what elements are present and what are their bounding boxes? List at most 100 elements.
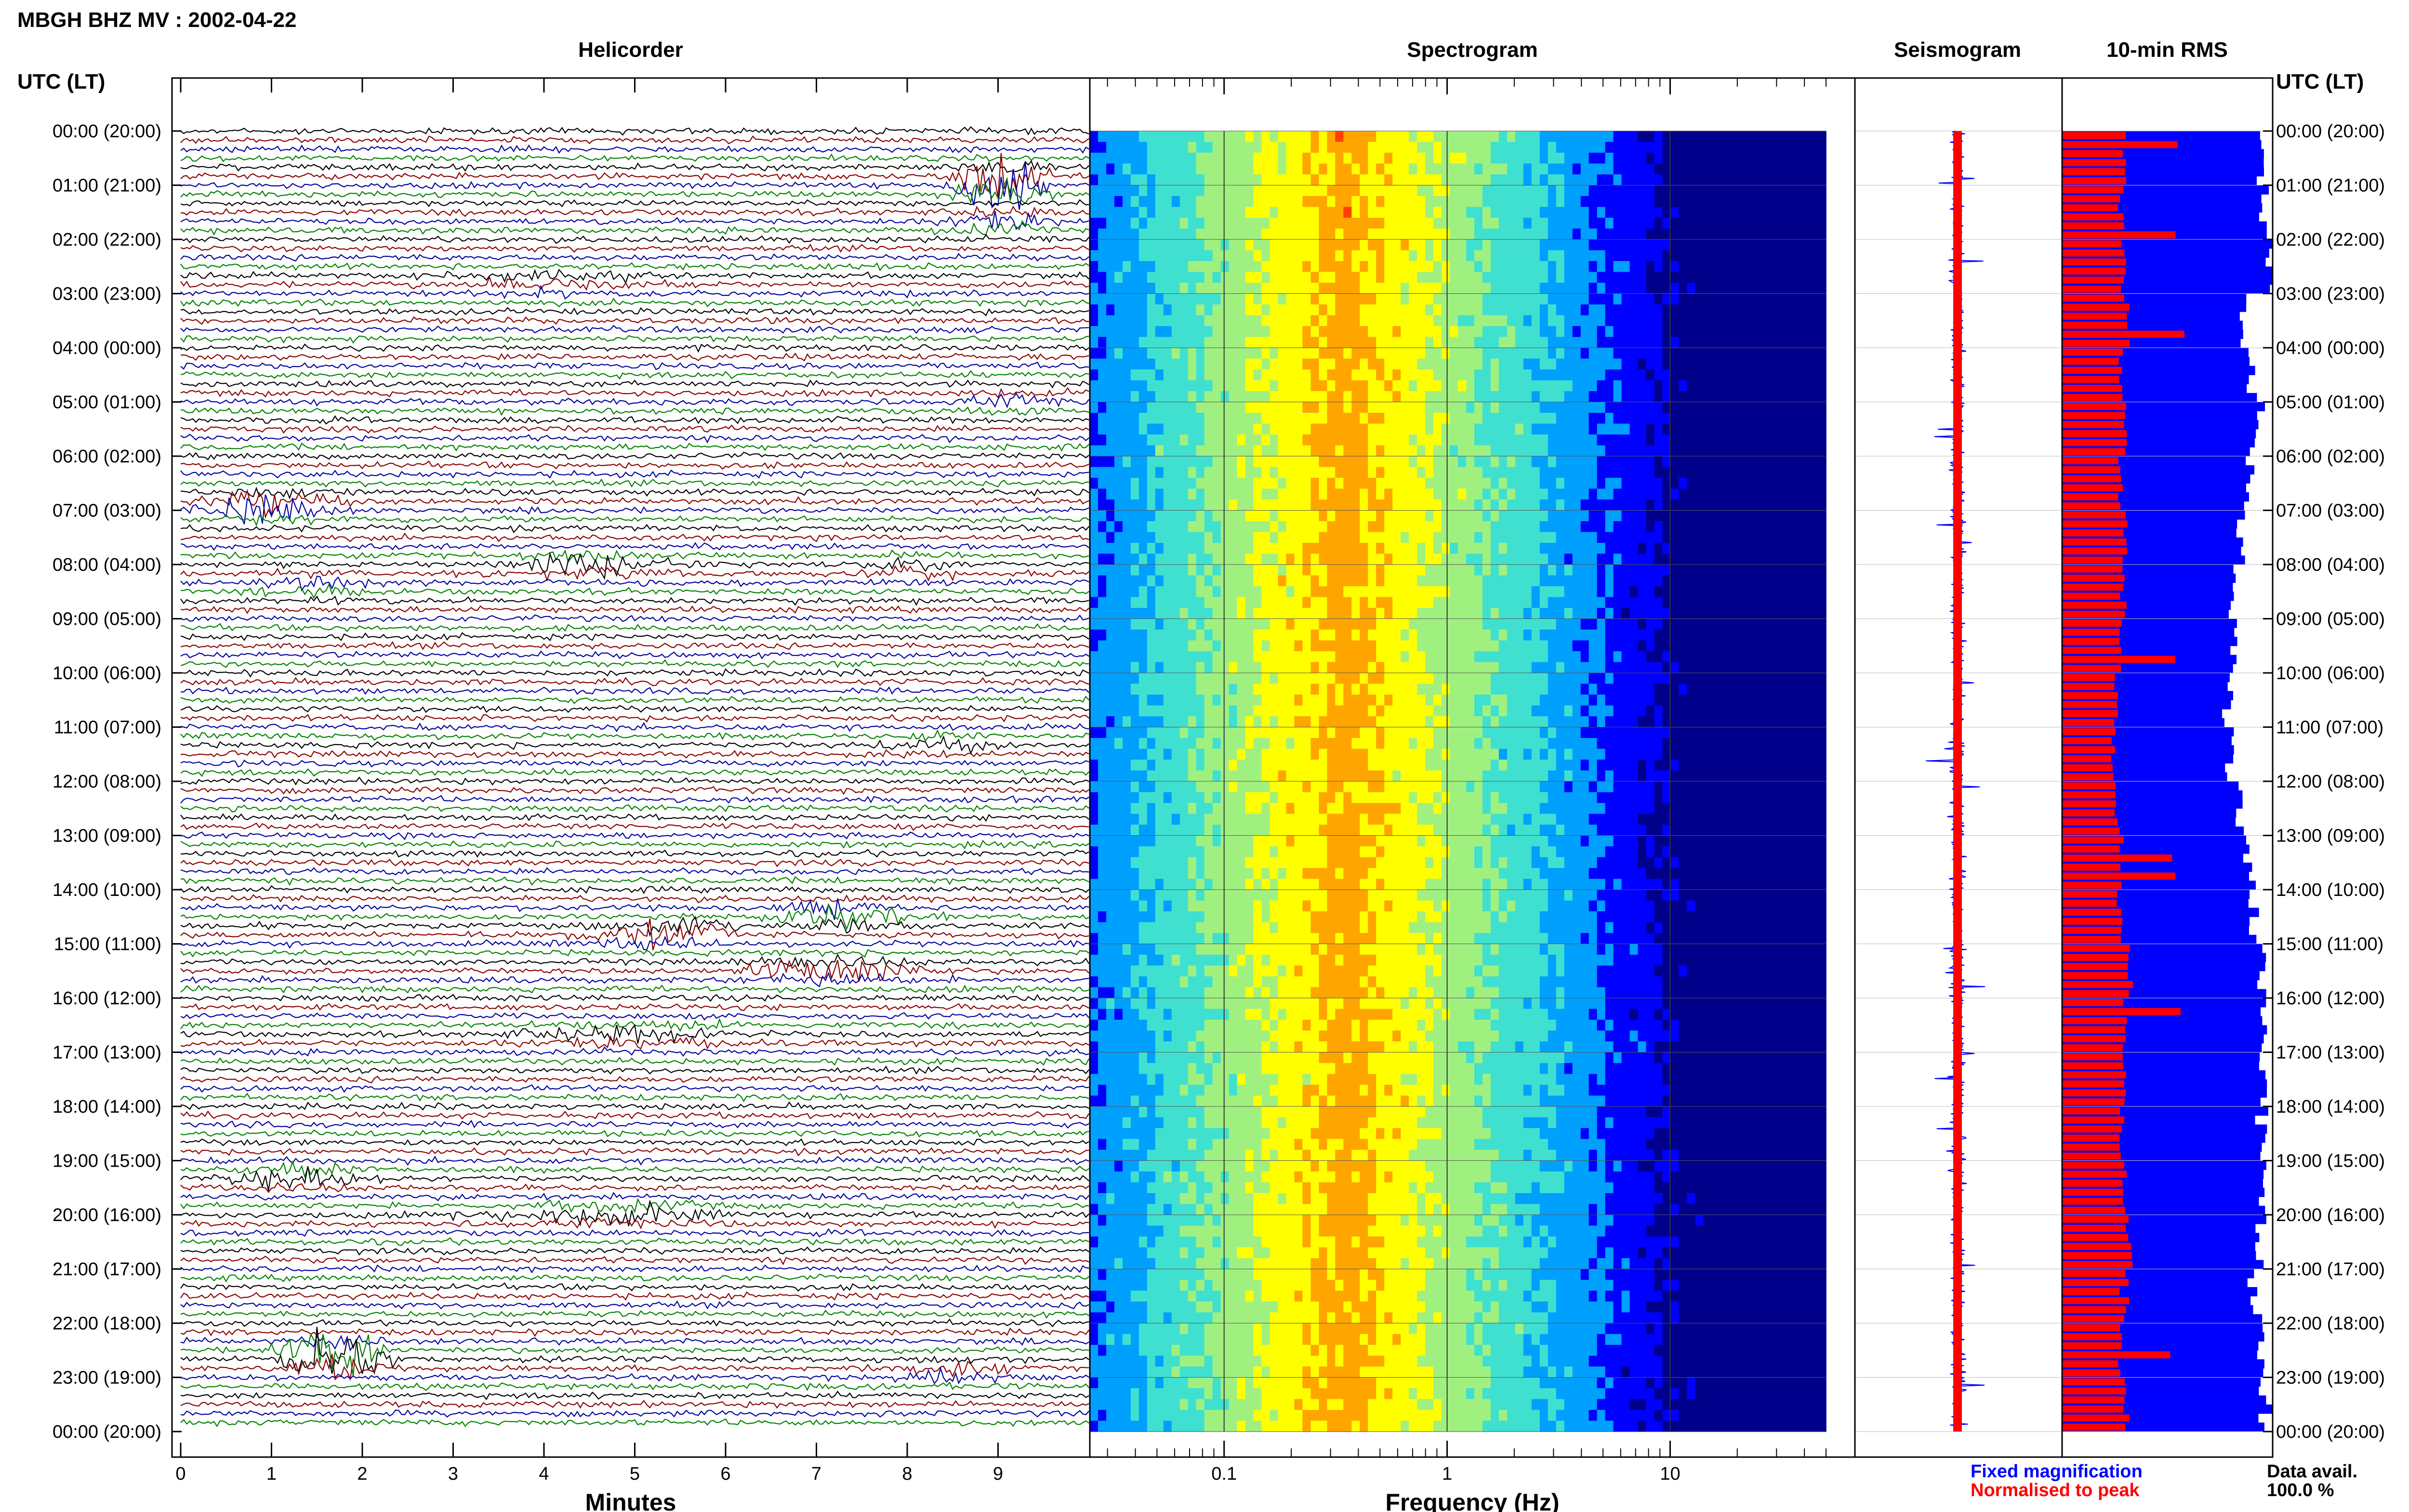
- spectrogram-cell: [1466, 380, 1475, 392]
- spectrogram-cell: [1687, 228, 1696, 240]
- spectrogram-cell: [1229, 608, 1238, 619]
- spectrogram-cell: [1507, 337, 1516, 348]
- spectrogram-cell: [1253, 250, 1262, 262]
- helicorder-line: [180, 210, 1089, 230]
- spectrogram-cell: [1270, 304, 1279, 316]
- spectrogram-cell: [1670, 358, 1680, 370]
- spectrogram-cell: [1793, 358, 1802, 370]
- spectrogram-cell: [1752, 684, 1761, 695]
- spectrogram-cell: [1818, 553, 1827, 565]
- spectrogram-cell: [1597, 488, 1606, 500]
- spectrogram-cell: [1335, 315, 1344, 327]
- spectrogram-cell: [1785, 565, 1794, 576]
- spectrogram-cell: [1785, 445, 1794, 457]
- spectrogram-cell: [1409, 695, 1417, 706]
- spectrogram-cell: [1425, 326, 1434, 338]
- spectrogram-cell: [1572, 142, 1581, 153]
- spectrogram-cell: [1515, 478, 1524, 489]
- helicorder-line: [180, 1237, 1089, 1246]
- spectrogram-cell: [1760, 369, 1769, 381]
- spectrogram-cell: [1720, 228, 1729, 240]
- spectrogram-cell: [1646, 315, 1655, 327]
- spectrogram-cell: [1245, 597, 1254, 608]
- spectrogram-cell: [1417, 293, 1426, 305]
- spectrogram-cell: [1155, 597, 1164, 608]
- spectrogram-cell: [1458, 185, 1467, 197]
- spectrogram-cell: [1679, 618, 1688, 630]
- spectrogram-cell: [1417, 218, 1426, 229]
- spectrogram-cell: [1098, 662, 1107, 673]
- spectrogram-cell: [1327, 597, 1336, 608]
- spectrogram-cell: [1498, 142, 1508, 153]
- spectrogram-cell: [1466, 369, 1475, 381]
- spectrogram-cell: [1147, 673, 1156, 684]
- spectrogram-cell: [1777, 250, 1786, 262]
- spectrogram-cell: [1720, 250, 1729, 262]
- spectrogram-cell: [1482, 662, 1491, 673]
- spectrogram-cell: [1098, 163, 1107, 175]
- spectrogram-cell: [1810, 434, 1818, 446]
- spectrogram-cell: [1155, 413, 1164, 424]
- spectrogram-cell: [1670, 565, 1680, 576]
- spectrogram-cell: [1662, 543, 1671, 554]
- spectrogram-cell: [1703, 228, 1712, 240]
- spectrogram-cell: [1450, 532, 1458, 543]
- spectrogram-cell: [1777, 673, 1786, 684]
- spectrogram-image: [1090, 131, 1827, 1432]
- spectrogram-cell: [1654, 283, 1663, 294]
- spectrogram-cell: [1376, 673, 1385, 684]
- spectrogram-cell: [1728, 575, 1737, 587]
- spectrogram-cell: [1335, 630, 1344, 641]
- spectrogram-cell: [1090, 532, 1099, 543]
- spectrogram-cell: [1433, 358, 1442, 370]
- spectrogram-cell: [1810, 586, 1818, 598]
- spectrogram-cell: [1531, 500, 1540, 511]
- spectrogram-cell: [1703, 283, 1712, 294]
- spectrogram-cell: [1122, 218, 1131, 229]
- spectrogram-cell: [1588, 423, 1598, 435]
- spectrogram-cell: [1474, 695, 1483, 706]
- spectrogram-cell: [1621, 608, 1630, 619]
- spectrogram-cell: [1572, 337, 1581, 348]
- spectrogram-cell: [1270, 532, 1279, 543]
- spectrogram-cell: [1801, 434, 1810, 446]
- spectrogram-cell: [1646, 413, 1655, 424]
- spectrogram-cell: [1392, 565, 1401, 576]
- spectrogram-cell: [1433, 521, 1442, 533]
- spectrogram-cell: [1801, 553, 1810, 565]
- spectrogram-cell: [1138, 369, 1148, 381]
- spectrogram-cell: [1597, 618, 1606, 630]
- spectrogram-cell: [1711, 662, 1721, 673]
- spectrogram-cell: [1695, 521, 1704, 533]
- spectrogram-cell: [1818, 630, 1827, 641]
- spectrogram-cell: [1106, 402, 1115, 413]
- spectrogram-cell: [1171, 250, 1180, 262]
- spectrogram-cell: [1752, 293, 1761, 305]
- spectrogram-cell: [1515, 142, 1524, 153]
- spectrogram-cell: [1801, 207, 1810, 218]
- helicorder-line: [180, 1197, 1089, 1213]
- helicorder-line: [180, 451, 1089, 460]
- spectrogram-cell: [1785, 337, 1794, 348]
- spectrogram-cell: [1744, 413, 1753, 424]
- spectrogram-cell: [1482, 174, 1491, 186]
- spectrogram-cell: [1539, 630, 1549, 641]
- spectrogram-cell: [1703, 153, 1712, 164]
- spectrogram-cell: [1155, 553, 1164, 565]
- spectrogram-cell: [1801, 239, 1810, 251]
- spectrogram-cell: [1736, 673, 1745, 684]
- spectrogram-cell: [1090, 348, 1099, 359]
- spectrogram-cell: [1785, 196, 1794, 208]
- spectrogram-cell: [1425, 618, 1434, 630]
- spectrogram-cell: [1760, 131, 1769, 143]
- spectrogram-cell: [1098, 478, 1107, 489]
- spectrogram-cell: [1278, 402, 1287, 413]
- spectrogram-cell: [1433, 695, 1442, 706]
- spectrogram-cell: [1384, 391, 1393, 403]
- spectrogram-cell: [1777, 651, 1786, 663]
- spectrogram-cell: [1433, 651, 1442, 663]
- spectrogram-cell: [1114, 618, 1123, 630]
- spectrogram-cell: [1810, 239, 1818, 251]
- spectrogram-cell: [1417, 662, 1426, 673]
- spectrogram-cell: [1646, 153, 1655, 164]
